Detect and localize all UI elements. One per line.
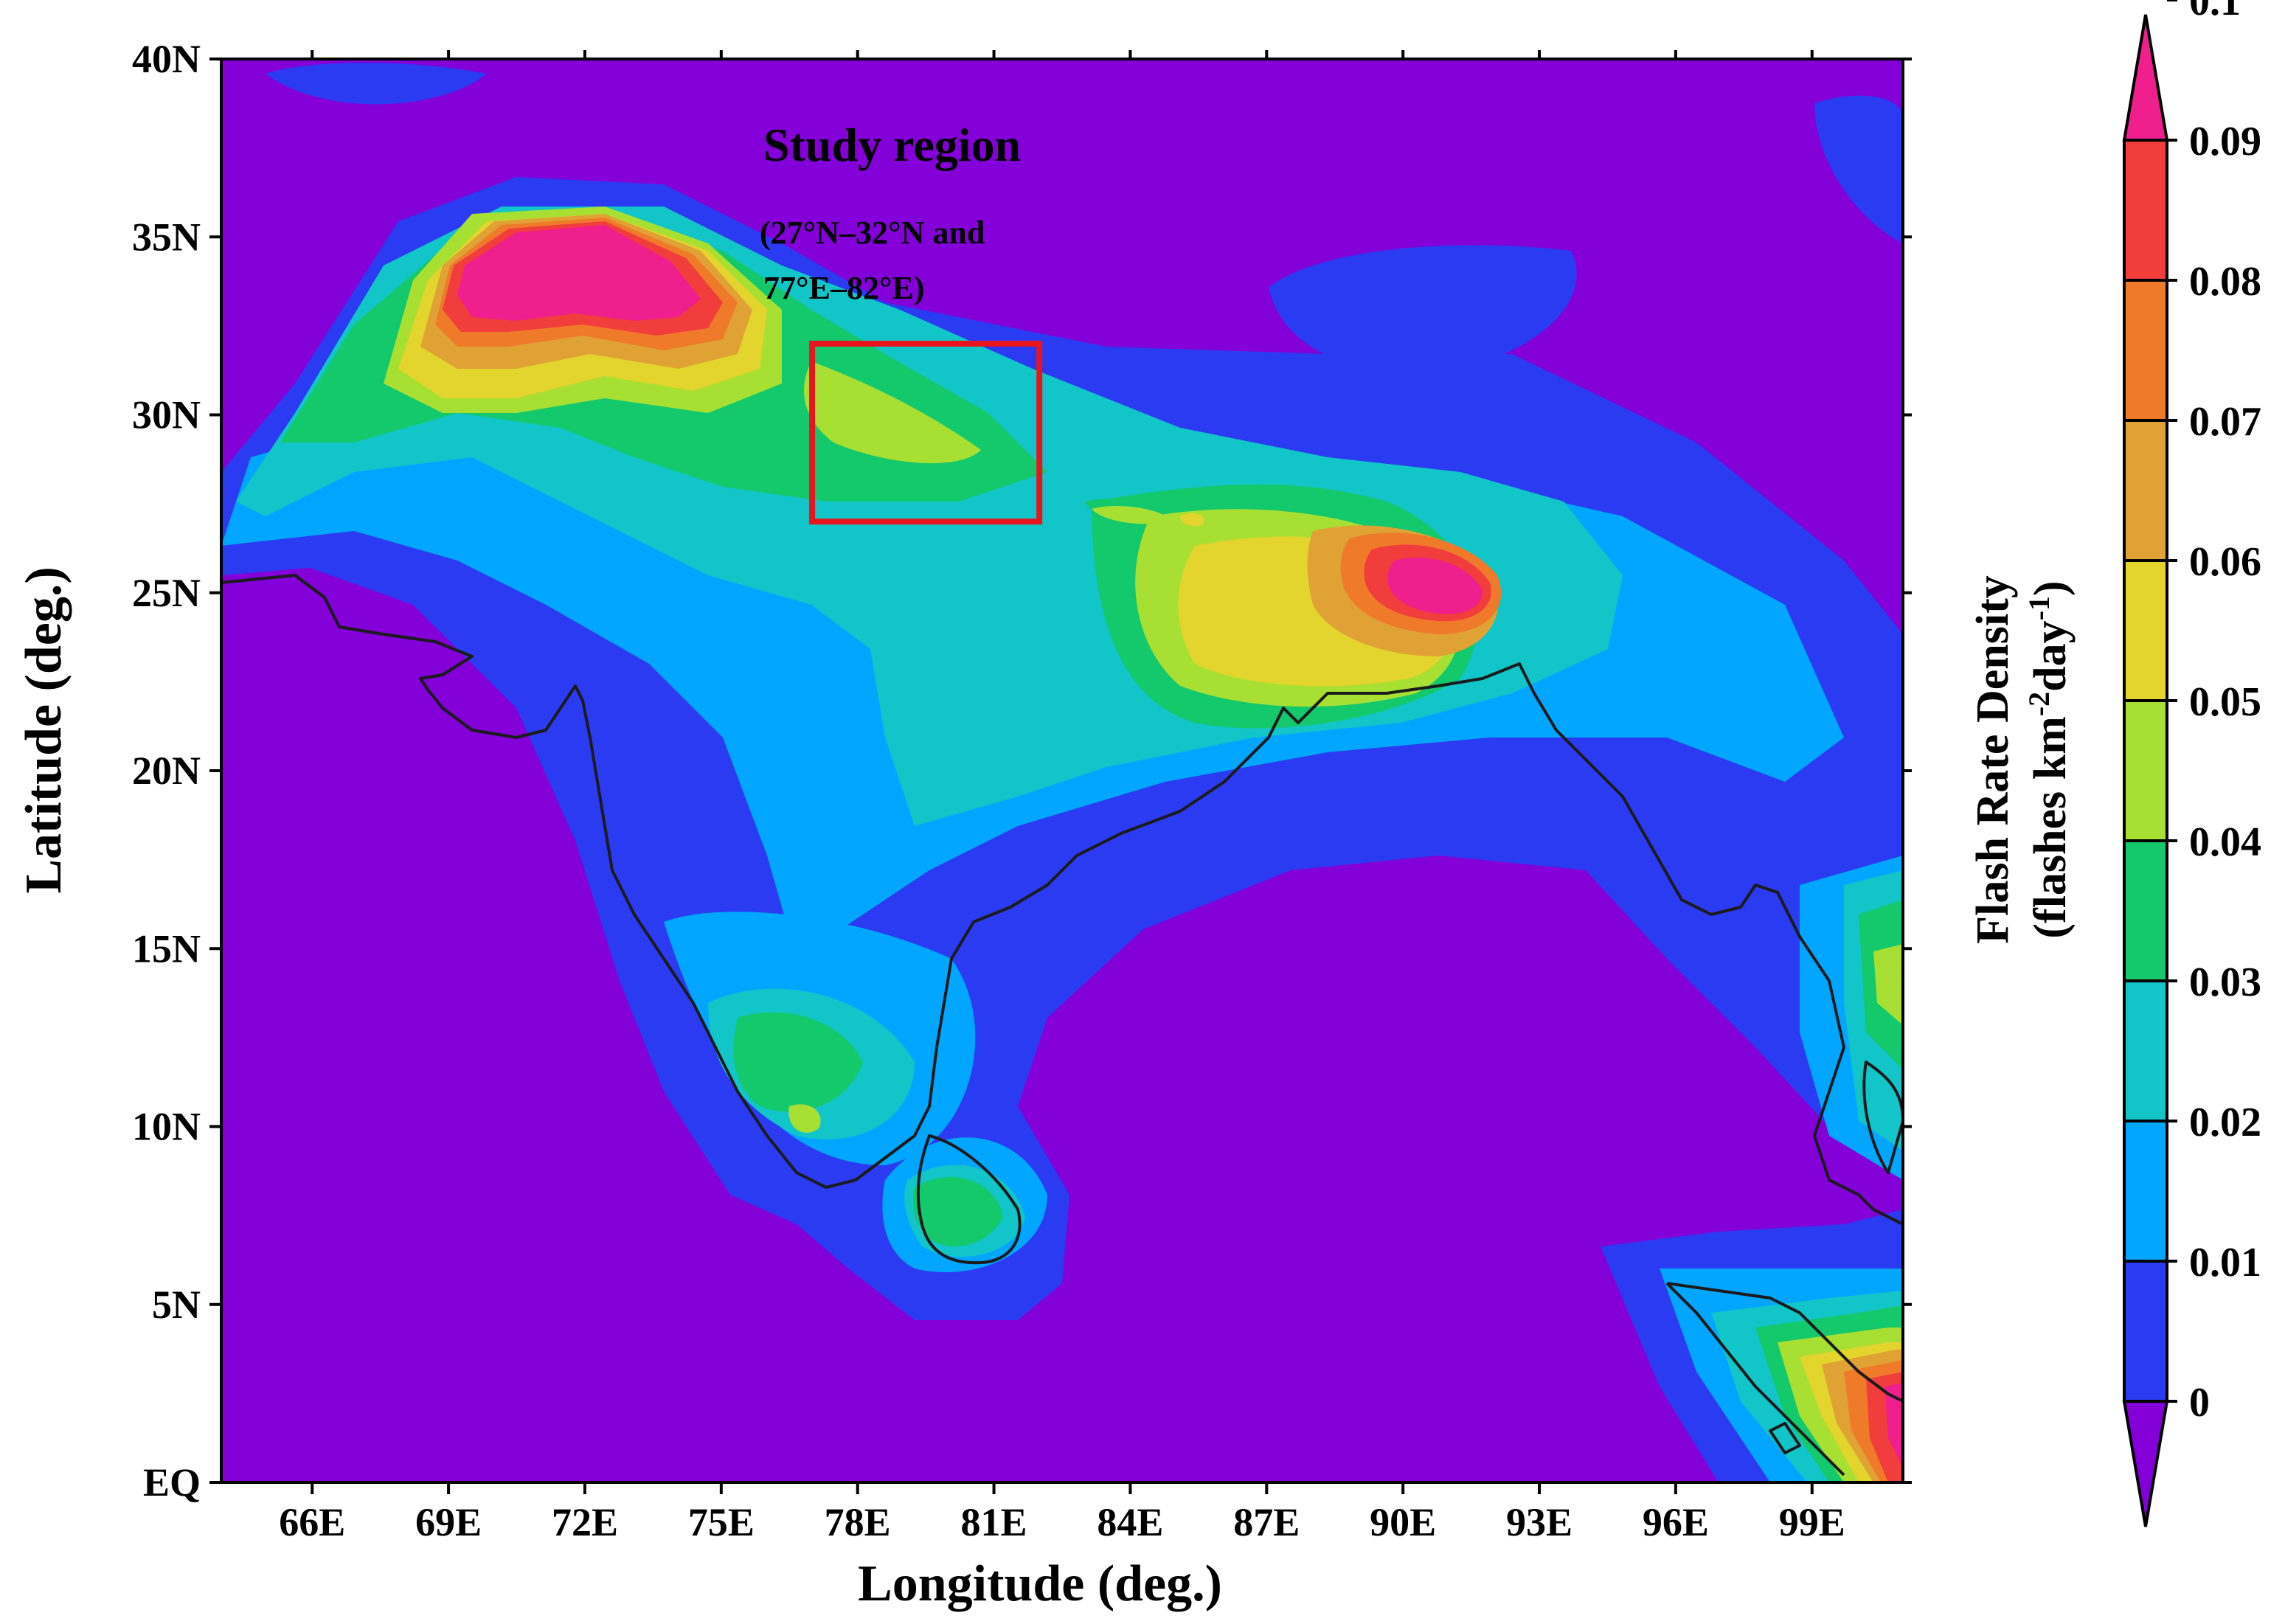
colorbar-tick-label: 0.03 <box>2189 960 2261 1005</box>
colorbar-label-line1: Flash Rate Density <box>1968 575 2018 943</box>
coastlines <box>221 574 1903 1476</box>
lon-tick-label: 75E <box>688 1500 755 1544</box>
colorbar-tick-label: 0.08 <box>2189 259 2261 305</box>
colorbar-tick-label: 0.06 <box>2189 539 2261 585</box>
lat-tick-label: 35N <box>132 215 201 259</box>
colorbar-segment <box>2123 279 2168 422</box>
colorbar-tick-label: 0.04 <box>2189 819 2261 865</box>
flash-density-field <box>221 63 1903 1482</box>
colorbar-tick-label: 0.05 <box>2189 679 2261 725</box>
colorbar-tick-label: 0.07 <box>2189 399 2261 445</box>
colorbar-segment <box>2123 1120 2168 1263</box>
unit-mid: day <box>2025 620 2076 691</box>
longitude-ticks: 66E 69E 72E 75E 78E 81E 84E 87E 90E 93E 96E 99E <box>279 50 1845 1544</box>
colorbar-bottom-triangle <box>2122 1400 2169 1527</box>
unit-sup1: -2 <box>2022 692 2056 716</box>
unit-sup2: -1 <box>2022 596 2056 620</box>
colorbar <box>2122 14 2169 1527</box>
lat-tick-label: EQ <box>143 1460 201 1505</box>
study-region-coords-line2: 77°E–82°E) <box>763 270 925 306</box>
lat-tick-label: 5N <box>152 1283 201 1327</box>
colorbar-tick-label: 0.02 <box>2189 1100 2261 1145</box>
lon-tick-label: 66E <box>279 1500 345 1544</box>
lon-tick-label: 87E <box>1233 1500 1300 1544</box>
lat-tick-label: 40N <box>132 37 201 81</box>
colorbar-tick-label: 0.1 <box>2189 0 2241 24</box>
x-axis-label: Longitude (deg.) <box>858 1555 1222 1612</box>
colorbar-segment <box>2123 839 2168 982</box>
lat-tick-label: 20N <box>132 749 201 793</box>
colorbar-tick-label: 0.01 <box>2189 1240 2261 1285</box>
colorbar-segment <box>2123 139 2168 282</box>
lon-tick-label: 90E <box>1370 1500 1436 1544</box>
unit-prefix: (flashes km <box>2025 716 2076 938</box>
colorbar-segment <box>2123 1260 2168 1403</box>
lon-tick-label: 93E <box>1506 1500 1573 1544</box>
lat-tick-label: 30N <box>132 393 201 437</box>
lon-tick-label: 81E <box>961 1500 1027 1544</box>
colorbar-segment <box>2123 419 2168 562</box>
colorbar-segment <box>2123 699 2168 842</box>
density-band-0.1 <box>457 225 1903 1468</box>
lat-tick-label: 25N <box>132 571 201 615</box>
lon-tick-label: 99E <box>1779 1500 1845 1544</box>
study-region-box <box>809 341 1043 525</box>
colorbar-segment <box>2123 979 2168 1122</box>
lat-tick-label: 15N <box>132 926 201 971</box>
lon-tick-label: 84E <box>1097 1500 1163 1544</box>
y-axis-label: Latitude (deg.) <box>15 566 72 893</box>
latitude-ticks: EQ 5N 10N 15N 20N 25N 30N 35N 40N <box>132 37 1912 1505</box>
colorbar-tick-label: 0.09 <box>2189 119 2261 164</box>
colorbar-tick-label: 0 <box>2189 1380 2210 1426</box>
lat-tick-label: 10N <box>132 1105 201 1149</box>
study-region-coords-line1: (27°N–32°N and <box>760 215 985 251</box>
lon-tick-label: 72E <box>552 1500 618 1544</box>
lon-tick-label: 69E <box>415 1500 482 1544</box>
colorbar-top-triangle <box>2122 14 2169 142</box>
unit-suffix: ) <box>2025 580 2076 596</box>
colorbar-tick-labels: 0 0.01 0.02 0.03 0.04 0.05 0.06 0.07 0.08 0.09 0.1 <box>2167 0 2261 1426</box>
colorbar-label-line2: (flashes km-2day-1) <box>2022 580 2076 938</box>
colorbar-segment <box>2123 559 2168 702</box>
study-region-title: Study region <box>763 119 1021 171</box>
lon-tick-label: 96E <box>1643 1500 1709 1544</box>
lon-tick-label: 78E <box>825 1500 891 1544</box>
